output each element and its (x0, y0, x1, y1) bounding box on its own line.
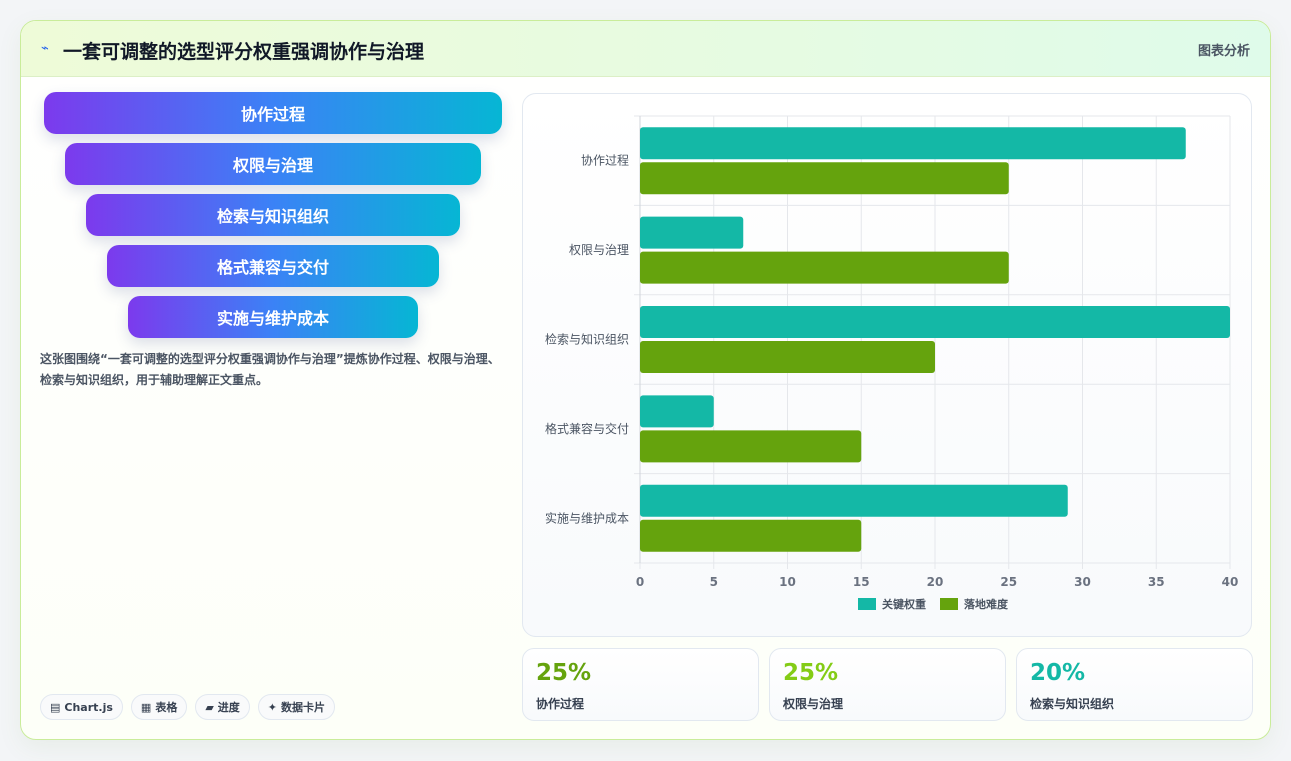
page-title: 一套可调整的选型评分权重强调协作与治理 (63, 41, 425, 63)
stat-value: 25% (783, 660, 839, 686)
badge-row: ▤ Chart.js ▦ 表格 ▰ 进度 ✦ 数据卡片 (40, 694, 336, 720)
y-tick-label: 检索与知识组织 (545, 332, 629, 347)
x-tick-label: 20 (927, 575, 944, 589)
y-tick-label: 权限与治理 (569, 243, 629, 257)
bar (640, 127, 1186, 160)
bar (640, 484, 1068, 517)
table-badge[interactable]: ▦ 表格 (130, 694, 188, 720)
bar (640, 251, 1009, 284)
legend-label: 关键权重 (882, 597, 926, 611)
stat-value: 25% (536, 660, 592, 686)
stat-card: 20% 检索与知识组织 (1016, 648, 1253, 721)
bar-chart: 0 5 10 15 20 25 30 35 40 协作过程权限与治理检索与知识组织格式兼容与交付实… (545, 115, 1239, 611)
bar (640, 162, 1009, 195)
stat-label: 检索与知识组织 (1030, 697, 1115, 711)
chartjs-badge[interactable]: ▤ Chart.js (40, 694, 123, 720)
legend-swatch (858, 598, 876, 610)
y-tick-label: 格式兼容与交付 (545, 421, 629, 436)
funnel-item: 实施与维护成本 (128, 296, 418, 338)
funnel-label: 格式兼容与交付 (216, 258, 329, 277)
funnel-label: 协作过程 (240, 105, 305, 124)
chart-panel: 0 5 10 15 20 25 30 35 40 协作过程权限与治理检索与知识组织 格式兼容与交付实… (522, 93, 1252, 637)
x-tick-label: 0 (636, 575, 644, 589)
funnel-label: 实施与维护成本 (216, 309, 329, 328)
bar (640, 430, 862, 463)
funnel-item: 检索与知识组织 (86, 194, 460, 236)
stat-card: 25% 协作过程 (522, 648, 759, 721)
bar (640, 395, 714, 428)
badge-label: 进度 (217, 701, 240, 714)
legend-label: 落地难度 (964, 597, 1009, 611)
table-icon: ▦ (140, 700, 152, 714)
y-tick-label: 实施与维护成本 (545, 510, 629, 525)
funnel-item: 权限与治理 (65, 143, 481, 185)
y-tick-label: 协作过程 (581, 153, 629, 168)
badge-label: 表格 (155, 701, 178, 714)
funnel-item: 协作过程 (44, 92, 502, 134)
x-tick-label: 40 (1222, 575, 1239, 589)
bar (640, 216, 744, 249)
badge-label: 数据卡片 (281, 701, 326, 714)
data-card-badge[interactable]: ✦ 数据卡片 (257, 694, 336, 720)
stat-label: 权限与治理 (783, 697, 844, 711)
x-tick-label: 5 (710, 575, 718, 589)
badge-label: Chart.js (64, 700, 113, 714)
stat-value: 20% (1030, 660, 1086, 686)
legend-swatch (940, 598, 958, 610)
bar (640, 519, 862, 552)
x-tick-label: 10 (779, 575, 796, 589)
chart-card: ⌁ 一套可调整的选型评分权重强调协作与治理 图表分析 协作过程 权限与治理 检索… (20, 20, 1271, 740)
description: 这张图围绕“一套可调整的选型评分权重强调协作与治理”提炼协作过程、权限与治理、检… (40, 352, 500, 387)
header: ⌁ 一套可调整的选型评分权重强调协作与治理 图表分析 (21, 21, 1270, 77)
bolt-icon: ⌁ (41, 41, 49, 56)
data-card-icon: ✦ (267, 700, 278, 714)
x-tick-label: 25 (1000, 575, 1017, 589)
bar (640, 341, 935, 373)
bar (640, 306, 1230, 338)
x-tick-label: 35 (1148, 575, 1165, 589)
chart-icon: ▤ (50, 700, 61, 714)
chart-analysis-tag: 图表分析 (1197, 44, 1250, 59)
x-tick-label: 15 (853, 575, 870, 589)
progress-badge[interactable]: ▰ 进度 (195, 694, 250, 720)
progress-icon: ▰ (205, 700, 214, 714)
funnel-item: 格式兼容与交付 (107, 245, 439, 287)
x-tick-label: 30 (1074, 575, 1091, 589)
funnel-label: 权限与治理 (232, 156, 313, 175)
stat-card: 25% 权限与治理 (769, 648, 1006, 721)
funnel-label: 检索与知识组织 (216, 207, 329, 226)
stat-label: 协作过程 (536, 697, 585, 711)
